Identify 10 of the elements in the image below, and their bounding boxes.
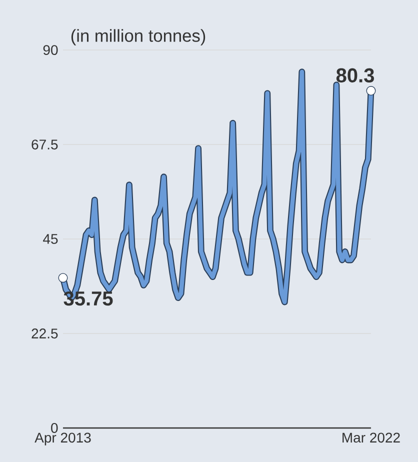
x-tick-label: Mar 2022	[342, 432, 400, 443]
annotation: 35.75	[64, 291, 113, 306]
y-tick-label: 22.5	[32, 328, 58, 338]
annotation: 80.3	[336, 68, 374, 82]
y-tick-label: 45	[43, 234, 58, 244]
x-tick-label: Apr 2013	[34, 432, 91, 446]
y-axis-title: (in million tonnes)	[71, 29, 206, 46]
y-tick-label: 90	[43, 45, 58, 55]
y-tick-label: 67.5	[32, 140, 58, 150]
y-tick-label: 0	[51, 423, 58, 433]
